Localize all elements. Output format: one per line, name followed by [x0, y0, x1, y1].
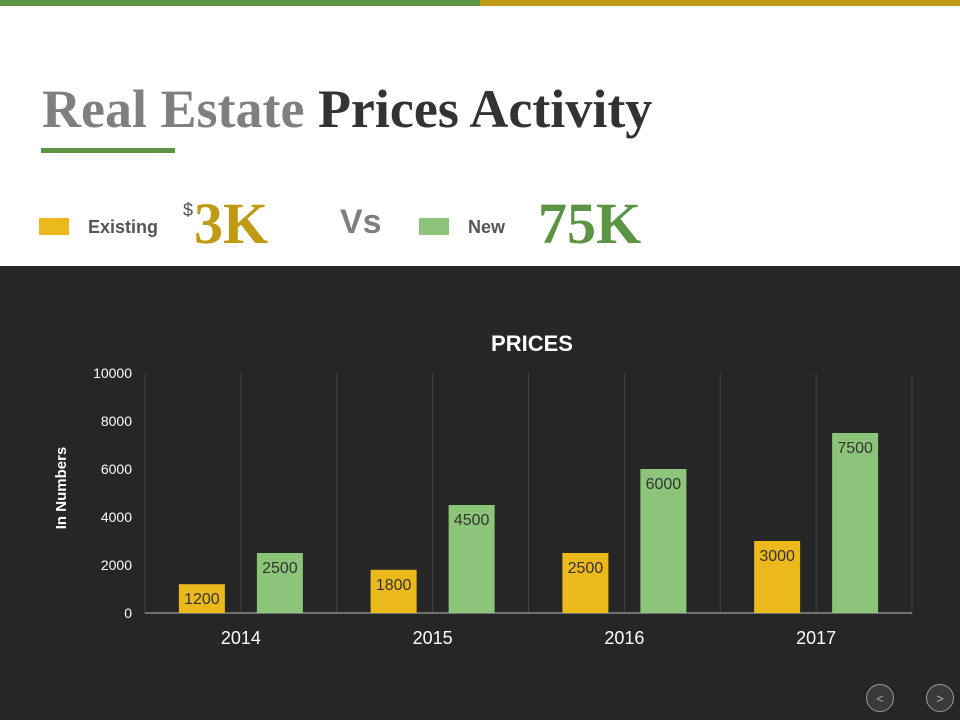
data-label: 2500: [568, 560, 604, 577]
bar-existing: [562, 553, 609, 613]
y-tick-label: 0: [124, 605, 132, 621]
y-tick-label: 4000: [101, 509, 132, 525]
existing-value: 3K: [194, 191, 269, 256]
data-label: 3000: [759, 548, 795, 565]
bar-new: [832, 433, 879, 613]
data-label: 1200: [184, 591, 220, 608]
page-title: Real Estate Prices Activity: [42, 78, 652, 140]
y-tick-label: 2000: [101, 557, 132, 573]
data-label: 2500: [262, 560, 298, 577]
bar-existing: [370, 569, 417, 613]
data-label: 6000: [646, 476, 682, 493]
chart-panel: [0, 266, 960, 720]
next-slide-button[interactable]: >: [926, 684, 954, 712]
bar-existing: [178, 584, 225, 613]
data-label: 1800: [376, 577, 412, 594]
title-underline: [41, 148, 175, 153]
bar-new: [256, 553, 303, 613]
data-label: 4500: [454, 512, 490, 529]
title-part1: Real Estate: [42, 79, 305, 139]
title-part2: Prices Activity: [317, 79, 653, 139]
prev-slide-button[interactable]: <: [866, 684, 894, 712]
top-accent-bar-gold: [480, 0, 960, 6]
x-tick-label: 2017: [796, 628, 836, 648]
y-axis-label: In Numbers: [53, 447, 70, 530]
chart-title: PRICES: [491, 331, 573, 356]
x-tick-label: 2014: [221, 628, 261, 648]
y-tick-label: 6000: [101, 461, 132, 477]
data-label: 7500: [837, 440, 873, 457]
currency-symbol: $: [183, 200, 194, 220]
new-label: New: [468, 217, 506, 237]
existing-swatch: [39, 218, 69, 235]
bar-existing: [754, 541, 801, 613]
bar-new: [640, 469, 687, 613]
x-tick-label: 2016: [604, 628, 644, 648]
top-accent-bar-green: [0, 0, 480, 6]
existing-label: Existing: [88, 217, 159, 237]
x-tick-label: 2015: [413, 628, 453, 648]
vs-text: Vs: [340, 203, 382, 241]
y-tick-label: 8000: [101, 413, 132, 429]
y-tick-label: 10000: [93, 365, 132, 381]
new-swatch: [419, 218, 449, 235]
new-value: 75K: [538, 191, 642, 256]
bar-new: [448, 505, 495, 613]
